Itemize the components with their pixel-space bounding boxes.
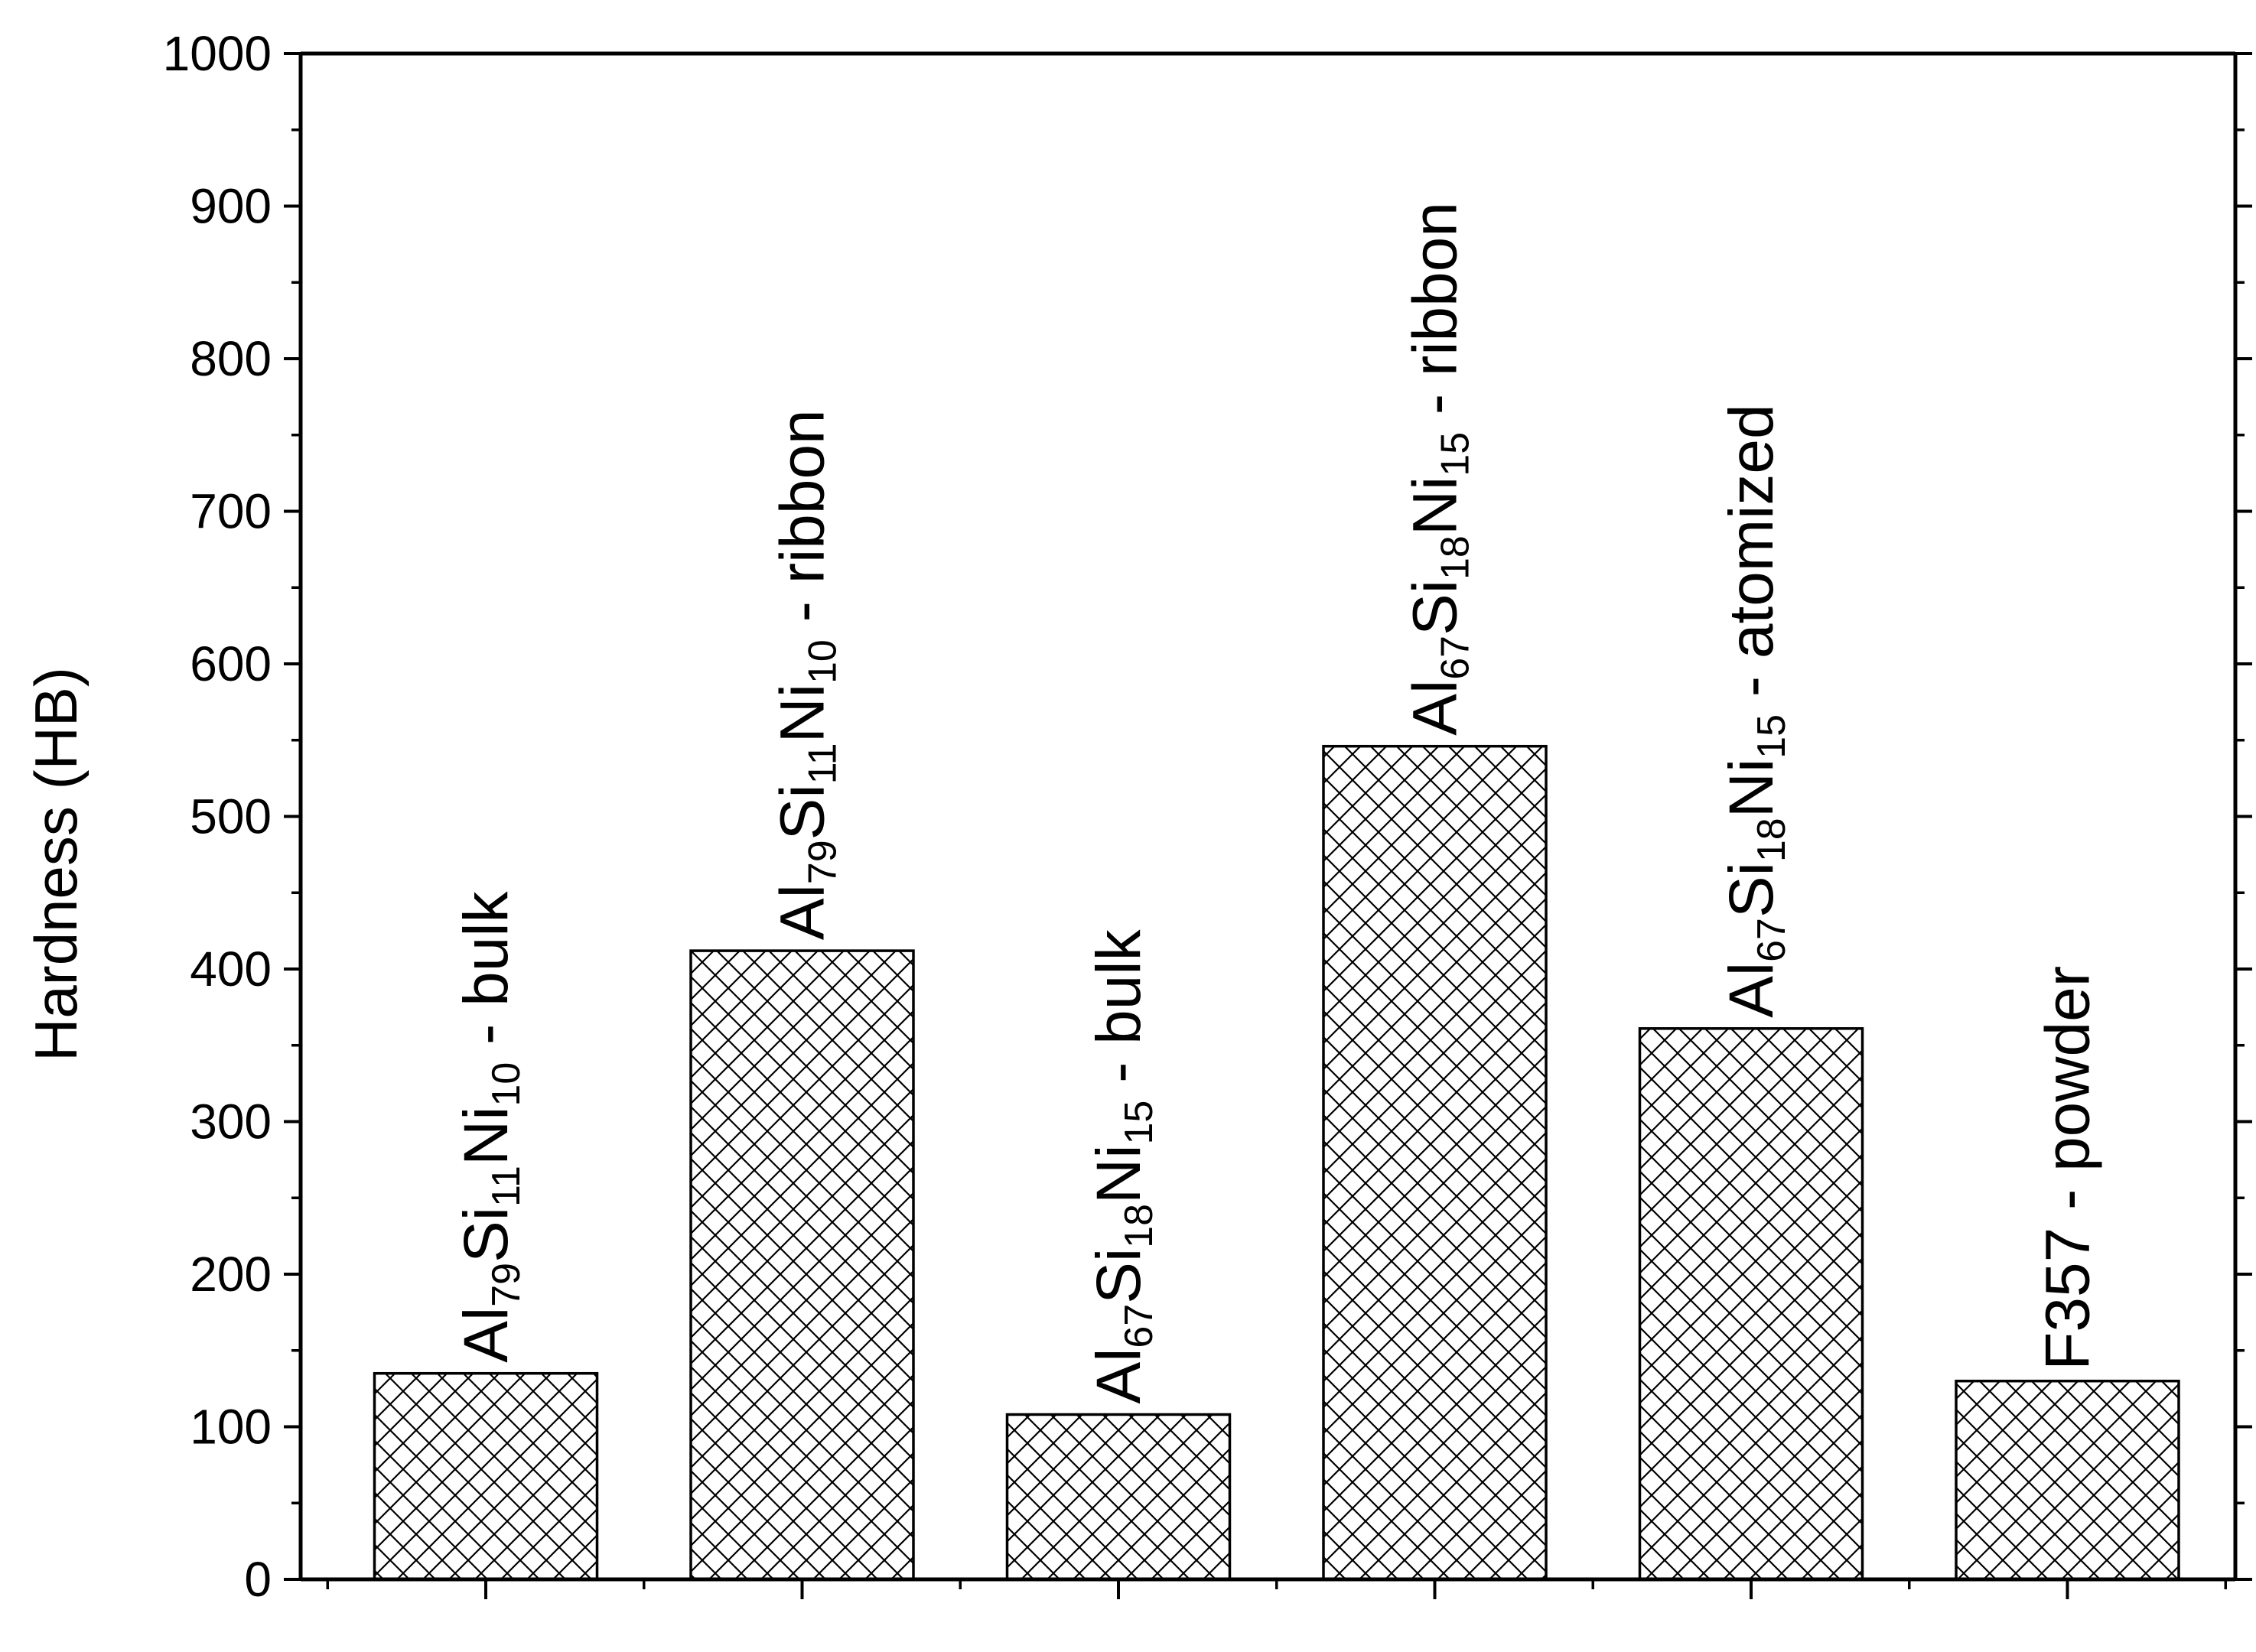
y-tick-label-400: 400 <box>190 941 272 997</box>
bar-label-4-part-4: 18 <box>1434 535 1478 580</box>
y-axis-title: Hardness (HB) <box>22 667 90 1062</box>
y-tick-label-0: 0 <box>244 1552 272 1607</box>
bar-label-1-part-6: 10 <box>484 1062 529 1107</box>
bar-label-5-part-7: - atomized <box>1717 404 1786 714</box>
bar-label-2-part-5: Ni <box>768 684 838 743</box>
bar-label-1-part-7: - bulk <box>451 890 521 1062</box>
bar-label-5-part-5: Ni <box>1717 759 1786 818</box>
bar-label-1-part-1: Al <box>451 1307 521 1363</box>
bar-label-4-part-3: Si <box>1401 580 1470 636</box>
bar-4 <box>1322 744 1548 1581</box>
bar-label-5-part-2: 67 <box>1750 918 1794 962</box>
y-tick-label-500: 500 <box>190 789 272 844</box>
bar-label-5-part-3: Si <box>1717 862 1786 918</box>
bar-label-5-part-6: 15 <box>1750 714 1794 759</box>
bar-labels-layer: Al79Si11Ni10 - bulk Al79Si11Ni10 - ribbon… <box>451 202 2103 1403</box>
bar-2 <box>689 949 915 1581</box>
bars-layer <box>373 744 2180 1581</box>
y-tick-label-900: 900 <box>190 179 272 234</box>
bar-label-4-part-2: 67 <box>1434 636 1478 680</box>
bar-label-3-part-3: Si <box>1084 1248 1154 1304</box>
bar-3 <box>1005 1413 1232 1581</box>
bar-label-1: Al79Si11Ni10 - bulk <box>451 890 529 1362</box>
bar-label-3-part-1: Al <box>1084 1348 1154 1404</box>
bar-label-5: Al67Si18Ni15 - atomized <box>1717 404 1794 1017</box>
y-tick-label-600: 600 <box>190 636 272 691</box>
bar-label-6: F357 - powder <box>2033 966 2103 1371</box>
bar-label-5-part-1: Al <box>1717 962 1786 1018</box>
bar-label-1-part-5: Ni <box>451 1107 521 1166</box>
bar-label-2: Al79Si11Ni10 - ribbon <box>768 409 845 940</box>
bar-label-2-part-1: Al <box>768 884 838 940</box>
bar-label-4: Al67Si18Ni15 - ribbon <box>1401 202 1478 736</box>
bar-label-4-part-7: - ribbon <box>1401 202 1470 432</box>
bar-label-3-part-7: - bulk <box>1084 928 1154 1100</box>
bar-label-1-part-2: 79 <box>484 1263 529 1307</box>
axes-layer: 0 100 200 300 400 500 600 700 800 900 1000 <box>163 26 2252 1607</box>
y-tick-label-100: 100 <box>190 1400 272 1455</box>
bar-label-3-part-5: Ni <box>1084 1145 1154 1204</box>
y-tick-label-200: 200 <box>190 1247 272 1302</box>
y-tick-label-700: 700 <box>190 484 272 539</box>
y-tick-label-300: 300 <box>190 1094 272 1150</box>
bar-label-1-part-3: Si <box>451 1207 521 1263</box>
bar-label-3-part-4: 18 <box>1117 1204 1161 1248</box>
bar-label-4-part-1: Al <box>1401 680 1470 736</box>
y-tick-label-1000: 1000 <box>163 26 272 81</box>
bar-label-2-part-2: 79 <box>801 840 845 884</box>
bar-label-3-part-2: 67 <box>1117 1304 1161 1348</box>
bar-6 <box>1955 1379 2180 1581</box>
bar-label-2-part-6: 10 <box>801 639 845 684</box>
bar-label-2-part-4: 11 <box>801 743 845 784</box>
bar-label-4-part-5: Ni <box>1401 476 1470 535</box>
bar-label-3: Al67Si18Ni15 - bulk <box>1084 928 1161 1403</box>
bar-label-3-part-6: 15 <box>1117 1101 1161 1145</box>
bar-label-2-part-3: Si <box>768 784 838 840</box>
bar-label-2-part-7: - ribbon <box>768 409 838 639</box>
bar-5 <box>1638 1027 1864 1581</box>
bar-1 <box>373 1371 599 1581</box>
bar-label-6-part-1: F357 - powder <box>2033 966 2103 1371</box>
bar-label-1-part-4: 11 <box>484 1166 529 1207</box>
bar-label-4-part-6: 15 <box>1434 432 1478 476</box>
y-tick-label-800: 800 <box>190 331 272 386</box>
bar-label-5-part-4: 18 <box>1750 818 1794 862</box>
